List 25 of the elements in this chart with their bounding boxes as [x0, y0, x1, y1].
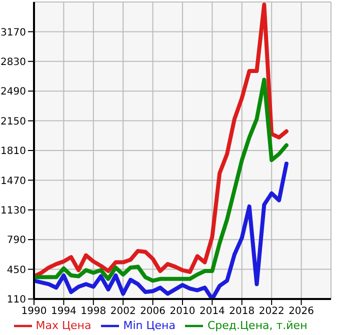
line-series	[34, 78, 288, 283]
x-tick-label: 1998	[80, 306, 106, 318]
y-tick-label: 3170	[0, 27, 26, 38]
y-tick-label: 1130	[0, 205, 26, 216]
y-tick-label: 1810	[0, 146, 26, 158]
y-tick-label: 2490	[0, 86, 26, 98]
y-tick-label: 1470	[0, 176, 26, 187]
legend-label: Max Цена	[36, 319, 92, 332]
x-tick-label: 2014	[199, 306, 225, 318]
y-tick-label: 2830	[0, 56, 26, 68]
y-tick-label: 2150	[0, 116, 26, 128]
legend-label: Min Цена	[123, 319, 176, 332]
x-tick-label: 2006	[140, 306, 166, 318]
y-tick-label: 790	[6, 235, 26, 246]
x-tick-label: 2010	[170, 306, 196, 318]
x-tick-label: 2018	[229, 306, 255, 318]
line-series	[34, 162, 288, 299]
x-tick-label: 2026	[288, 306, 314, 318]
x-tick-label: 2022	[258, 306, 284, 318]
y-tick-label: 110	[6, 294, 26, 306]
x-tick-label: 2002	[110, 306, 136, 318]
legend-label: Сред.Цена, т.йен	[207, 319, 308, 332]
x-tick-label: 1990	[21, 306, 47, 318]
x-tick-label: 1994	[50, 306, 76, 318]
y-tick-label: 450	[6, 264, 26, 276]
